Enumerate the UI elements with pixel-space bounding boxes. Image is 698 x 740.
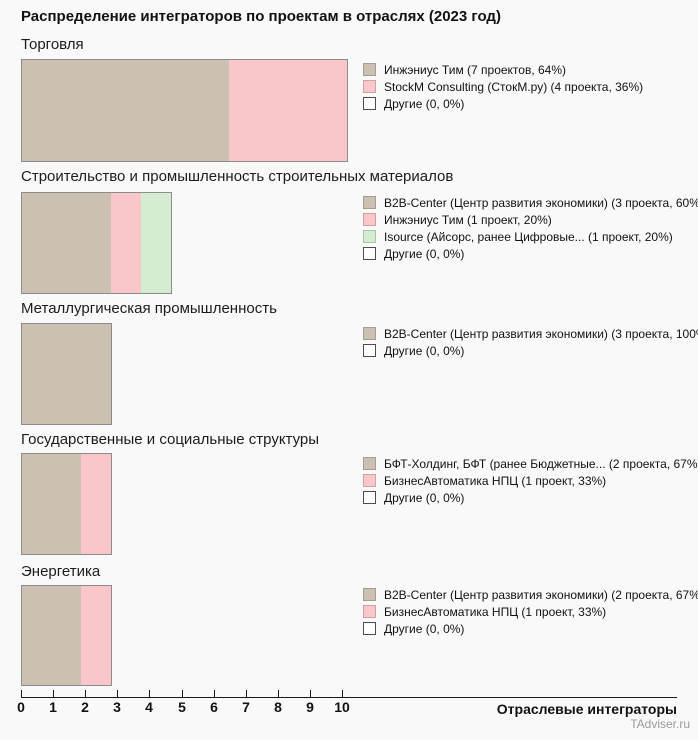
legend-label: Инжэниус Тим (1 проект, 20%) <box>384 212 552 227</box>
bar-segment <box>22 60 229 161</box>
legend-swatch-icon <box>363 457 376 470</box>
industry-label-energy: Энергетика <box>21 563 101 580</box>
legend-trade: Инжэниус Тим (7 проектов, 64%) StockM Co… <box>363 62 644 111</box>
x-axis-line <box>21 697 677 698</box>
bar-segment <box>22 454 81 554</box>
axis-tick-label: 0 <box>17 699 25 715</box>
bar-metallurgy <box>21 323 112 425</box>
axis-tick-label: 4 <box>145 699 153 715</box>
legend-swatch-icon <box>363 63 376 76</box>
axis-tick <box>182 690 183 697</box>
tadviser-watermark: TAdviser.ru <box>630 717 690 731</box>
axis-tick <box>85 690 86 697</box>
legend-item: Другие (0, 0%) <box>363 621 698 636</box>
legend-swatch-icon <box>363 213 376 226</box>
axis-tick <box>214 690 215 697</box>
legend-item: Инжэниус Тим (1 проект, 20%) <box>363 212 698 227</box>
legend-label: Другие (0, 0%) <box>384 96 465 111</box>
axis-tick <box>53 690 54 697</box>
industry-label-government: Государственные и социальные структуры <box>21 431 320 448</box>
bar-segment <box>22 586 81 685</box>
axis-tick-label: 9 <box>306 699 314 715</box>
axis-tick <box>246 690 247 697</box>
legend-item: Другие (0, 0%) <box>363 490 698 505</box>
axis-tick-label: 3 <box>113 699 121 715</box>
legend-swatch-icon <box>363 605 376 618</box>
legend-label: БФТ-Холдинг, БФТ (ранее Бюджетные... (2 … <box>384 456 698 471</box>
legend-item: B2B-Center (Центр развития экономики) (2… <box>363 587 698 602</box>
axis-tick <box>117 690 118 697</box>
legend-label: БизнесАвтоматика НПЦ (1 проект, 33%) <box>384 604 607 619</box>
legend-item: БизнесАвтоматика НПЦ (1 проект, 33%) <box>363 604 698 619</box>
legend-swatch-icon <box>363 230 376 243</box>
axis-tick-label: 10 <box>334 699 350 715</box>
legend-item: Другие (0, 0%) <box>363 246 698 261</box>
legend-swatch-icon <box>363 327 376 340</box>
legend-energy: B2B-Center (Центр развития экономики) (2… <box>363 587 698 636</box>
bar-segment <box>81 454 111 554</box>
legend-label: Isource (Айсорс, ранее Цифровые... (1 пр… <box>384 229 673 244</box>
axis-tick-label: 2 <box>81 699 89 715</box>
axis-tick <box>342 690 343 697</box>
legend-item: БизнесАвтоматика НПЦ (1 проект, 33%) <box>363 473 698 488</box>
legend-swatch-icon <box>363 588 376 601</box>
legend-item: B2B-Center (Центр развития экономики) (3… <box>363 326 698 341</box>
bar-segment <box>111 193 141 293</box>
bar-government <box>21 453 112 555</box>
legend-item: БФТ-Холдинг, БФТ (ранее Бюджетные... (2 … <box>363 456 698 471</box>
legend-item: StockM Consulting (СтокМ.ру) (4 проекта,… <box>363 79 644 94</box>
legend-label: B2B-Center (Центр развития экономики) (2… <box>384 587 698 602</box>
legend-swatch-icon <box>363 491 376 504</box>
legend-label: Инжэниус Тим (7 проектов, 64%) <box>384 62 567 77</box>
axis-tick-label: 6 <box>210 699 218 715</box>
legend-label: B2B-Center (Центр развития экономики) (3… <box>384 326 698 341</box>
legend-label: Другие (0, 0%) <box>384 343 465 358</box>
axis-tick <box>21 690 22 697</box>
legend-item: B2B-Center (Центр развития экономики) (3… <box>363 195 698 210</box>
x-axis-title: Отраслевые интеграторы <box>496 701 677 717</box>
industry-label-metallurgy: Металлургическая промышленность <box>21 300 277 317</box>
legend-label: Другие (0, 0%) <box>384 490 465 505</box>
axis-tick <box>149 690 150 697</box>
chart-title: Распределение интеграторов по проектам в… <box>21 8 501 25</box>
legend-item: Другие (0, 0%) <box>363 343 698 358</box>
industry-label-trade: Торговля <box>21 36 84 53</box>
legend-item: Инжэниус Тим (7 проектов, 64%) <box>363 62 643 77</box>
bar-segment <box>22 324 111 424</box>
legend-item: Другие (0, 0%) <box>363 96 643 111</box>
legend-metallurgy: B2B-Center (Центр развития экономики) (3… <box>363 326 698 358</box>
axis-tick-label: 1 <box>49 699 57 715</box>
industry-label-construction: Строительство и промышленность строитель… <box>21 168 454 185</box>
legend-swatch-icon <box>363 196 376 209</box>
bar-segment <box>81 586 111 685</box>
bar-segment <box>141 193 171 293</box>
axis-tick-label: 5 <box>178 699 186 715</box>
axis-tick <box>278 690 279 697</box>
bar-energy <box>21 585 112 686</box>
axis-tick-label: 8 <box>274 699 282 715</box>
bar-segment <box>22 193 111 293</box>
legend-label: B2B-Center (Центр развития экономики) (3… <box>384 195 698 210</box>
bar-trade <box>21 59 348 162</box>
legend-item: Isource (Айсорс, ранее Цифровые... (1 пр… <box>363 229 698 244</box>
legend-swatch-icon <box>363 344 376 357</box>
legend-label: БизнесАвтоматика НПЦ (1 проект, 33%) <box>384 473 607 488</box>
legend-label: Другие (0, 0%) <box>384 621 465 636</box>
legend-swatch-icon <box>363 80 376 93</box>
axis-tick <box>310 690 311 697</box>
axis-tick-label: 7 <box>242 699 250 715</box>
legend-swatch-icon <box>363 622 376 635</box>
legend-label: Другие (0, 0%) <box>384 246 465 261</box>
legend-swatch-icon <box>363 247 376 260</box>
bar-construction <box>21 192 172 294</box>
legend-construction: B2B-Center (Центр развития экономики) (3… <box>363 195 698 261</box>
legend-label: StockM Consulting (СтокМ.ру) (4 проекта,… <box>384 79 644 94</box>
legend-swatch-icon <box>363 97 376 110</box>
legend-swatch-icon <box>363 474 376 487</box>
legend-government: БФТ-Холдинг, БФТ (ранее Бюджетные... (2 … <box>363 456 698 505</box>
bar-segment <box>229 60 347 161</box>
